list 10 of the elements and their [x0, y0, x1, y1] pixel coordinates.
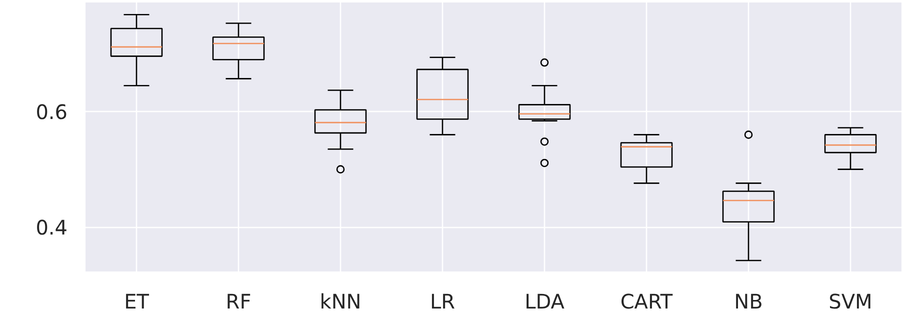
- y-tick-label: 0.6: [36, 100, 68, 124]
- x-tick-label: LR: [430, 290, 456, 314]
- x-tick-label: kNN: [320, 290, 362, 314]
- x-tick-label: SVM: [828, 290, 872, 314]
- x-tick-label: RF: [226, 290, 252, 314]
- x-tick-label: CART: [620, 290, 674, 314]
- x-tick-label: NB: [734, 290, 763, 314]
- x-tick-label: ET: [124, 290, 150, 314]
- x-tick-label: LDA: [524, 290, 565, 314]
- y-tick-label: 0.4: [36, 216, 68, 240]
